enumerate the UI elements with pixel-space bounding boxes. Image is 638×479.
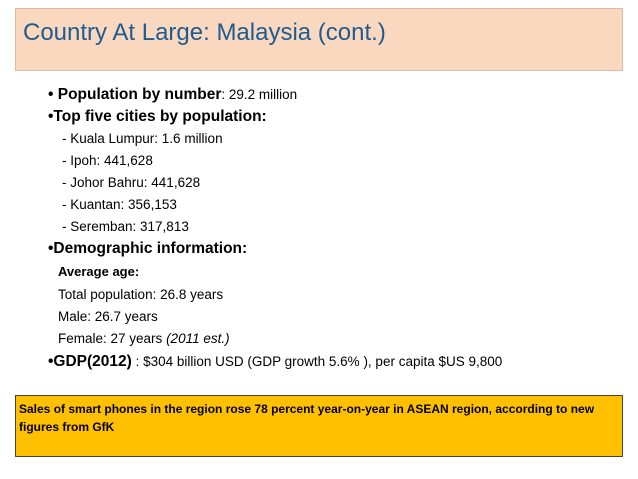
city-item: - Kuantan: 356,153 [62, 197, 177, 212]
population-value: : 29.2 million [221, 87, 298, 102]
city-item: - Ipoh: 441,628 [62, 153, 153, 168]
female-age: Female: 27 years [58, 331, 163, 346]
city-item: - Seremban: 317,813 [62, 219, 189, 234]
slide-title: Country At Large: Malaysia (cont.) [23, 19, 386, 46]
cities-heading: •Top five cities by population: [48, 108, 267, 125]
average-age-label: Average age: [58, 264, 140, 279]
gdp-line: •GDP(2012) : $304 billion USD (GDP growt… [48, 353, 502, 371]
title-box: Country At Large: Malaysia (cont.) [15, 8, 623, 71]
city-item: - Kuala Lumpur: 1.6 million [62, 131, 223, 146]
note-box: Sales of smart phones in the region rose… [15, 395, 623, 457]
bullet: • [48, 86, 54, 103]
female-age-line: Female: 27 years (2011 est.) [58, 331, 230, 346]
note-text: Sales of smart phones in the region rose… [19, 402, 595, 434]
demographics-heading: •Demographic information: [48, 240, 248, 257]
population-line: • Population by number: 29.2 million [48, 86, 297, 104]
city-item: - Johor Bahru: 441,628 [62, 175, 201, 190]
gdp-value: : $304 billion USD (GDP growth 5.6% ), p… [131, 354, 503, 369]
male-age: Male: 26.7 years [58, 309, 158, 324]
total-age: Total population: 26.8 years [58, 287, 224, 302]
gdp-label: •GDP(2012) [48, 353, 132, 370]
population-label: Population by number [57, 86, 222, 103]
female-age-note: (2011 est.) [166, 331, 230, 346]
